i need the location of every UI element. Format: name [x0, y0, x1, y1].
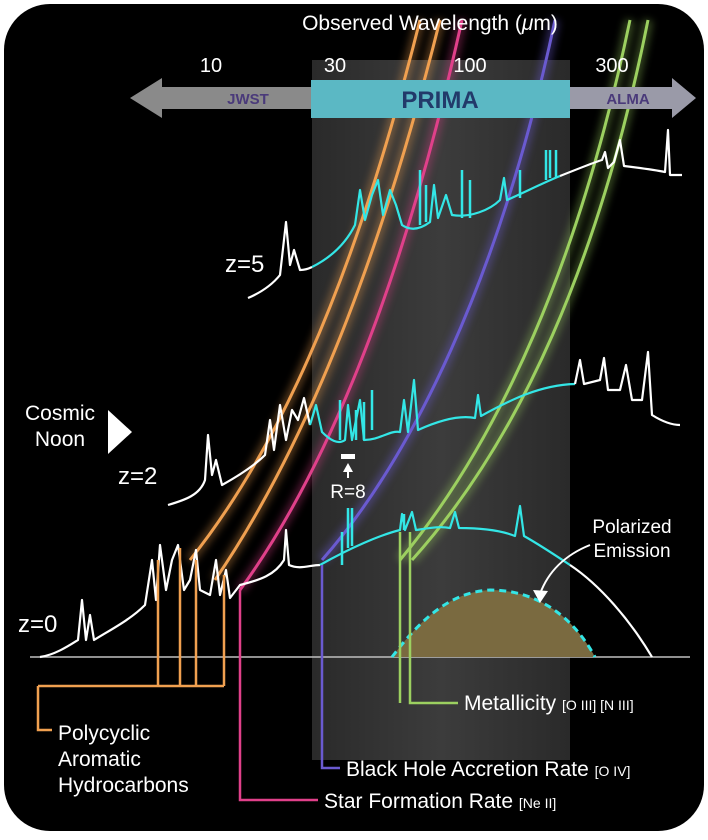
polarized-pointer [539, 544, 591, 595]
resolution-marker: R=8 [330, 454, 366, 503]
spectrum-z5 [247, 128, 682, 300]
axis-title: Observed Wavelength (μm) [302, 12, 558, 35]
pah-label-line3: Hydrocarbons [58, 774, 189, 797]
polarized-emission-annotation: Polarized Emission [533, 517, 672, 603]
polarized-emission-curve [390, 588, 597, 658]
sfr-label: Star Formation Rate [Ne II] [324, 790, 556, 813]
tick-label-100: 100 [453, 55, 486, 77]
pah-label: Polycyclic Aromatic Hydrocarbons [58, 722, 189, 797]
resolution-bar [341, 454, 355, 459]
cosmic-noon-line1: Cosmic [25, 402, 95, 425]
sfr-leader [238, 590, 318, 802]
metal-leader [398, 532, 458, 705]
polarized-label-line2: Emission [593, 541, 670, 562]
jwst-label: JWST [227, 91, 269, 108]
pah-label-line1: Polycyclic [58, 722, 150, 745]
polarized-emission-area [392, 590, 595, 657]
metal-curves [396, 18, 653, 564]
alma-arrow: ALMA [566, 78, 696, 118]
pah-curves [186, 18, 445, 583]
resolution-label: R=8 [330, 482, 365, 503]
tick-label-30: 30 [324, 55, 346, 77]
sfr-curve [235, 18, 467, 593]
bh-label: Black Hole Accretion Rate [O IV] [346, 758, 630, 781]
bh-leader [320, 565, 340, 770]
metallicity-label: Metallicity [O III] [N III] [464, 692, 634, 715]
bh-curve [318, 18, 560, 564]
jwst-arrow: JWST [130, 78, 330, 118]
cosmic-noon-arrow-icon [108, 410, 132, 454]
tick-label-10: 10 [200, 55, 222, 77]
polarized-label-line1: Polarized [592, 517, 671, 538]
pah-leaders [36, 548, 226, 732]
prima-bar: PRIMA [311, 80, 570, 118]
tracer-curves [186, 18, 653, 593]
cosmic-noon-marker: Cosmic Noon [25, 402, 132, 454]
redshift-label-z0: z=0 [18, 611, 57, 638]
spectrum-z2 [167, 350, 681, 507]
prima-label: PRIMA [401, 87, 478, 114]
alma-label: ALMA [606, 91, 649, 108]
polarized-arrow-icon [533, 590, 548, 603]
redshift-label-z5: z=5 [225, 251, 264, 278]
tick-label-300: 300 [595, 55, 628, 77]
spectrum-z0 [39, 504, 653, 659]
pah-label-line2: Aromatic [58, 748, 141, 771]
cosmic-noon-line2: Noon [35, 428, 85, 451]
resolution-arrow-icon [343, 463, 353, 472]
redshift-label-z2: z=2 [118, 463, 157, 490]
